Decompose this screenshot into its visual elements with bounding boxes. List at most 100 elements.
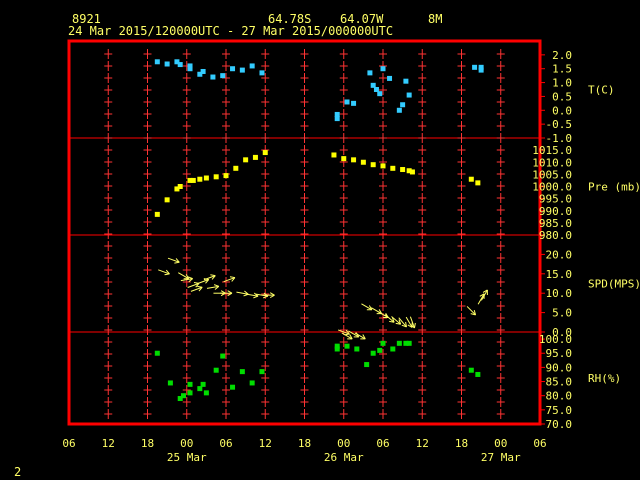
y-tick-label: 20.0 xyxy=(546,248,573,261)
wind-arrow-head xyxy=(164,273,170,276)
data-point xyxy=(334,111,340,117)
wind-arrow-shaft xyxy=(384,314,395,323)
data-point xyxy=(341,156,347,162)
data-point xyxy=(197,176,203,182)
wind-arrow-head xyxy=(479,293,485,297)
data-point xyxy=(249,63,255,69)
data-point xyxy=(354,346,360,352)
data-point xyxy=(239,67,245,73)
wind-arrow-head xyxy=(205,279,210,284)
data-point xyxy=(213,367,219,373)
x-tick-label: 12 xyxy=(102,437,115,450)
data-point xyxy=(187,63,193,69)
x-tick-label: 06 xyxy=(62,437,75,450)
data-point xyxy=(344,343,350,349)
y-tick-label: 70.0 xyxy=(546,418,573,431)
data-point xyxy=(230,66,236,72)
x-tick-label: 06 xyxy=(533,437,546,450)
wind-arrow-shaft xyxy=(361,303,373,311)
data-point xyxy=(220,73,226,79)
data-point xyxy=(406,340,412,346)
data-point xyxy=(187,177,193,183)
wind-arrow-shaft xyxy=(409,316,415,329)
longitude: 64.07W xyxy=(340,12,384,26)
data-point xyxy=(475,371,481,377)
y-tick-label: 1.5 xyxy=(552,63,572,76)
wind-arrow-shaft xyxy=(223,277,236,283)
y-tick-label: 1.0 xyxy=(552,77,572,90)
latitude: 64.78S xyxy=(268,12,312,26)
wind-arrow-shaft xyxy=(466,306,476,316)
wind-arrow-head xyxy=(413,322,416,329)
y-tick-label: 75.0 xyxy=(546,404,573,417)
wind-arrow-shaft xyxy=(354,332,366,340)
data-point xyxy=(154,211,160,217)
day-label: 26 Mar xyxy=(324,451,364,464)
x-tick-label: 00 xyxy=(337,437,350,450)
panel-label: T(C) xyxy=(588,84,615,97)
wind-arrow-head xyxy=(174,261,180,264)
wind-arrow-head xyxy=(195,283,200,288)
plot-frame xyxy=(67,39,542,426)
data-point xyxy=(377,347,383,353)
wind-arrow-head xyxy=(198,286,203,292)
data-point xyxy=(370,82,376,88)
data-point xyxy=(351,100,357,106)
data-point xyxy=(331,152,337,158)
y-tick-label: 90.0 xyxy=(546,361,573,374)
wind-arrow-head xyxy=(211,275,216,280)
wind-arrow-head xyxy=(269,294,275,299)
wind-arrow-head xyxy=(473,309,477,316)
wind-arrow-head xyxy=(395,322,401,325)
wind-arrow-head xyxy=(253,295,259,299)
data-point xyxy=(472,64,478,70)
wind-arrow-shaft xyxy=(398,317,407,328)
data-point xyxy=(364,362,370,368)
wind-arrow-head xyxy=(213,284,219,287)
data-point xyxy=(174,186,180,192)
wind-arrow-shaft xyxy=(477,293,485,305)
data-point xyxy=(406,92,412,98)
data-point xyxy=(177,396,183,402)
wind-arrow-head xyxy=(391,317,395,323)
data-point xyxy=(177,62,183,68)
data-point xyxy=(478,67,484,73)
y-tick-label: 1005.0 xyxy=(532,168,572,181)
wind-arrow-head xyxy=(244,290,249,295)
data-point xyxy=(180,393,186,399)
data-point xyxy=(230,384,236,390)
wind-arrow-head xyxy=(227,292,233,297)
data-point xyxy=(187,66,193,72)
day-label: 25 Mar xyxy=(167,451,207,464)
y-tick-label: 2.0 xyxy=(552,49,572,62)
data-point xyxy=(400,167,406,173)
data-point xyxy=(213,174,219,180)
data-point xyxy=(390,165,396,171)
data-point xyxy=(380,163,386,169)
wind-arrow-shaft xyxy=(180,278,193,282)
data-point xyxy=(396,107,402,113)
y-tick-label: 85.0 xyxy=(546,376,573,389)
x-tick-label: 12 xyxy=(416,437,429,450)
data-point xyxy=(164,61,170,67)
wind-arrow-head xyxy=(263,295,269,299)
y-tick-label: 0.0 xyxy=(552,326,572,339)
data-point xyxy=(334,346,340,352)
y-tick-label: 15.0 xyxy=(546,268,573,281)
data-point xyxy=(370,350,376,356)
wind-arrow-shaft xyxy=(158,269,170,275)
data-point xyxy=(210,74,216,80)
panel-label: SPD(MPS) xyxy=(588,278,640,291)
data-point xyxy=(367,70,373,76)
wind-arrow-shaft xyxy=(187,282,200,288)
data-point xyxy=(203,390,209,396)
wind-arrow-head xyxy=(410,324,415,329)
data-point xyxy=(377,91,383,97)
y-tick-label: 10.0 xyxy=(546,287,573,300)
wind-arrow-head xyxy=(231,277,236,282)
wind-arrow-shaft xyxy=(246,293,259,297)
date-range: 24 Mar 2015/120000UTC - 27 Mar 2015/0000… xyxy=(68,24,394,38)
wind-arrow-head xyxy=(214,285,220,290)
data-point xyxy=(200,381,206,387)
data-point xyxy=(478,64,484,70)
